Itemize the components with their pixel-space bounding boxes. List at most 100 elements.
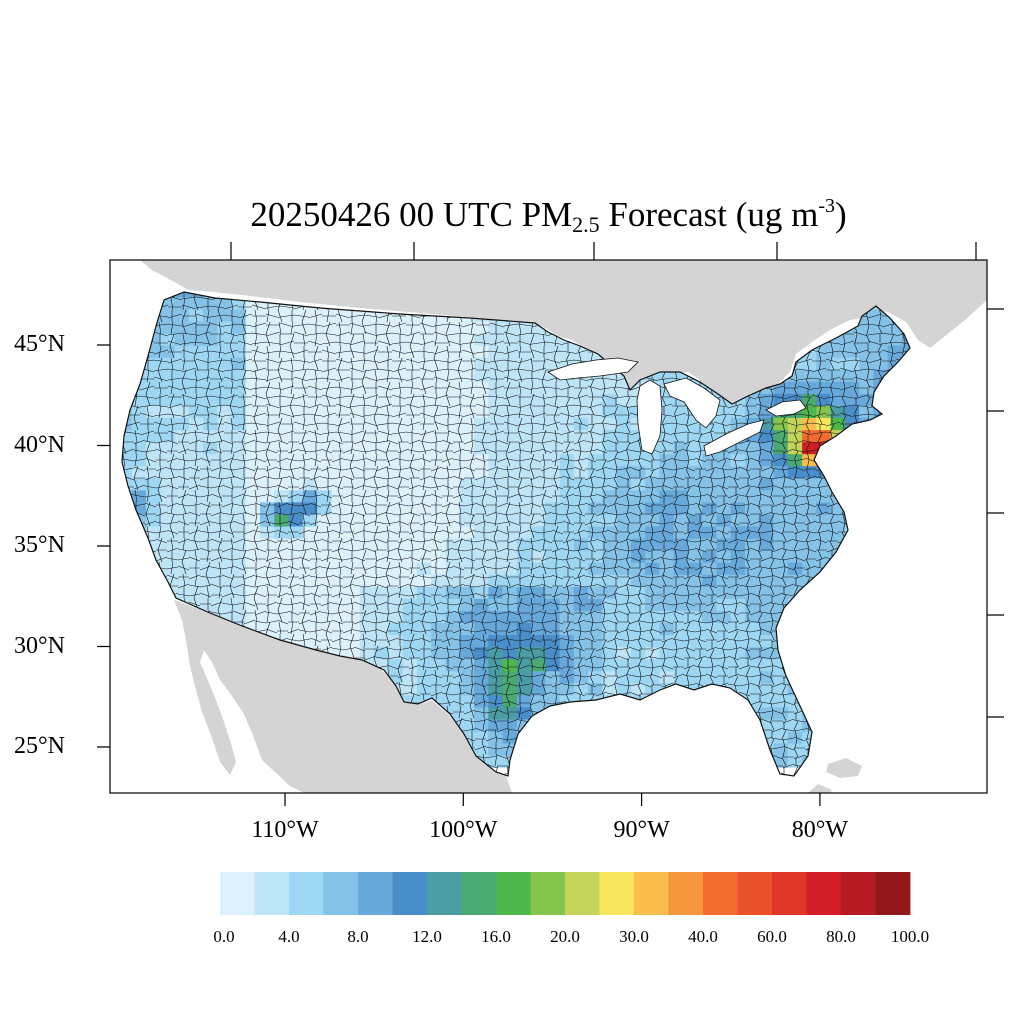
pm25-cell: [317, 345, 332, 358]
pm25-cell: [431, 477, 447, 491]
pm25-cell: [122, 441, 133, 455]
pm25-cell: [89, 478, 104, 491]
pm25-cell: [203, 550, 218, 563]
pm25-cell: [474, 538, 489, 551]
pm25-cell: [203, 441, 218, 455]
pm25-cell: [1002, 442, 1017, 455]
pm25-cell: [859, 320, 874, 334]
pm25-cell: [359, 562, 375, 575]
pm25-cell: [231, 393, 247, 406]
pm25-cell: [1002, 538, 1017, 551]
pm25-cell: [988, 586, 1003, 599]
pm25-cell: [60, 466, 75, 479]
pm25-cell: [774, 249, 789, 262]
pm25-cell: [588, 393, 603, 406]
pm25-cell: [174, 550, 190, 563]
pm25-cell: [988, 683, 1003, 696]
pm25-cell: [374, 345, 389, 358]
pm25-cell: [445, 598, 461, 611]
pm25-cell: [217, 296, 233, 310]
longitude-label: 100°W: [429, 817, 498, 843]
pm25-cell: [1002, 393, 1017, 406]
pm25-cell: [374, 586, 389, 599]
pm25-cell: [317, 477, 332, 491]
pm25-cell: [374, 393, 389, 406]
pm25-cell: [1002, 273, 1017, 286]
pm25-cell: [274, 574, 290, 587]
pm25-cell: [474, 658, 489, 672]
pm25-cell: [1002, 321, 1017, 334]
pm25-cell: [988, 442, 1003, 455]
pm25-cell: [388, 513, 404, 527]
pm25-cell: [75, 719, 90, 732]
pm25-cell: [217, 405, 233, 418]
pm25-cell: [302, 538, 318, 551]
pm25-cell: [502, 429, 518, 443]
colorbar-label: 100.0: [890, 927, 930, 946]
pm25-cell: [32, 598, 47, 611]
pm25-cell: [416, 393, 432, 406]
pm25-cell: [988, 634, 1003, 647]
pm25-cell: [616, 586, 632, 599]
pm25-cell: [474, 634, 489, 648]
pm25-cell: [359, 369, 375, 382]
pm25-cell: [516, 477, 532, 491]
pm25-cell: [1016, 659, 1024, 672]
pm25-cell: [317, 249, 332, 262]
pm25-cell: [60, 719, 75, 732]
pm25-cell: [60, 574, 75, 587]
pm25-cell: [288, 550, 304, 563]
pm25-cell: [688, 634, 703, 648]
pm25-cell: [174, 441, 190, 455]
pm25-cell: [274, 622, 290, 636]
pm25-cell: [787, 706, 803, 720]
pm25-cell: [488, 670, 504, 684]
pm25-cell: [559, 658, 575, 672]
pm25-cell: [730, 598, 746, 611]
pm25-cell: [75, 381, 90, 394]
pm25-cell: [245, 429, 261, 443]
pm25-cell: [616, 550, 632, 563]
pm25-cell: [630, 622, 646, 636]
pm25-cell: [75, 321, 90, 334]
pm25-cell: [402, 670, 418, 684]
pm25-cell: [46, 381, 61, 394]
pm25-cell: [787, 513, 803, 527]
pm25-cell: [288, 405, 304, 418]
pm25-cell: [431, 369, 447, 382]
pm25-cell: [702, 574, 718, 587]
pm25-cell: [988, 610, 1003, 623]
pm25-cell: [260, 598, 275, 611]
pm25-cell: [859, 345, 874, 358]
pm25-cell: [474, 562, 489, 575]
pm25-cell: [18, 309, 33, 322]
pm25-cell: [60, 417, 75, 430]
pm25-cell: [374, 429, 389, 443]
pm25-cell: [75, 297, 90, 310]
pm25-cell: [203, 249, 218, 262]
pm25-cell: [488, 249, 503, 262]
pm25-cell: [46, 610, 61, 623]
pm25-cell: [89, 610, 104, 623]
pm25-cell: [288, 429, 304, 443]
colorbar: [220, 872, 911, 915]
pm25-cell: [75, 357, 90, 370]
pm25-cell: [445, 465, 461, 479]
pm25-cell: [745, 562, 760, 575]
pm25-cell: [988, 743, 1003, 756]
pm25-cell: [1002, 514, 1017, 527]
pm25-cell: [60, 562, 75, 575]
pm25-cell: [359, 465, 375, 479]
pm25-cell: [260, 345, 275, 358]
pm25-cell: [502, 706, 518, 720]
pm25-cell: [75, 538, 90, 551]
pm25-cell: [988, 490, 1003, 503]
pm25-cell: [260, 357, 275, 370]
pm25-cell: [560, 249, 575, 262]
pm25-cell: [331, 453, 347, 467]
pm25-cell: [32, 502, 47, 515]
pm25-cell: [331, 357, 347, 370]
pm25-cell: [203, 357, 218, 370]
pm25-cell: [402, 513, 418, 527]
pm25-cell: [260, 441, 275, 455]
